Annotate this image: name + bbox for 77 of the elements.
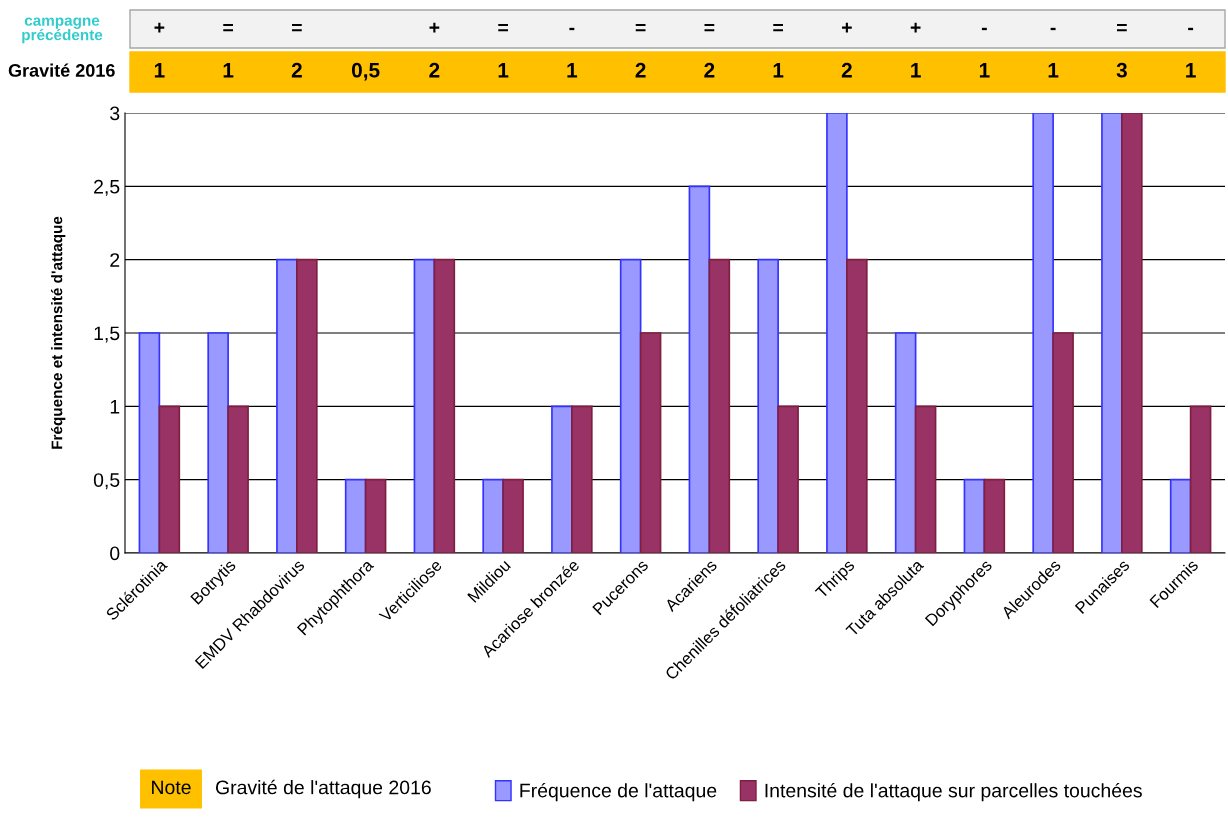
bar: [571, 405, 593, 553]
bar: [296, 258, 318, 553]
bar: [846, 258, 868, 553]
bar: [777, 405, 799, 553]
text: =: [773, 23, 783, 32]
text: +: [910, 22, 921, 33]
bar: [1121, 113, 1143, 553]
bar: [963, 478, 986, 553]
bar: [757, 258, 779, 553]
text: 1: [1048, 63, 1059, 78]
text: 1: [223, 63, 234, 78]
bar: [708, 258, 731, 553]
legend-label: Intensité de l'attaque sur parcelles touchées: [765, 782, 1142, 802]
bar: [688, 185, 711, 553]
y-tick-label: 2,5: [94, 179, 120, 196]
text: =: [498, 23, 508, 32]
text: -: [1188, 27, 1194, 31]
bar: [482, 478, 504, 553]
bar: [276, 258, 298, 553]
bar: [1101, 113, 1123, 553]
bar: [227, 405, 249, 553]
bar: [826, 113, 848, 553]
text: Note: [152, 780, 191, 795]
text: 2: [429, 62, 440, 78]
y-tick-label: 1: [110, 400, 120, 414]
bar: [364, 478, 387, 553]
text: 2: [704, 62, 715, 78]
bar: [1189, 405, 1212, 553]
text: +: [842, 22, 852, 33]
text: 3: [1116, 62, 1127, 78]
bar: [502, 478, 524, 553]
bar: [138, 332, 161, 553]
y-tick-label: 3: [110, 106, 120, 121]
text: =: [635, 23, 646, 32]
text: =: [292, 23, 302, 32]
bar: [1032, 113, 1054, 553]
bar: [207, 332, 229, 553]
bar: [983, 478, 1006, 553]
y-axis-title: Fréquence et intensité d'attaque: [50, 216, 66, 449]
bar: [914, 405, 937, 553]
text: -: [981, 27, 987, 31]
text: 1: [498, 63, 509, 78]
bar: [894, 332, 917, 553]
text: Gravité de l'attaque 2016: [215, 779, 431, 799]
text: +: [154, 22, 165, 33]
bar: [344, 478, 367, 553]
text: 2: [291, 62, 302, 78]
bar: [1052, 332, 1074, 553]
text: 1: [567, 63, 578, 78]
text: 2: [841, 62, 852, 78]
bar: [433, 258, 456, 553]
y-tick-label: 0,5: [93, 473, 120, 490]
text: =: [1117, 23, 1127, 32]
bar: [158, 405, 181, 553]
text: campagne précédente: [22, 17, 103, 44]
text: =: [223, 23, 233, 32]
y-tick-label: 1,5: [94, 326, 120, 343]
text: 1: [773, 63, 784, 78]
text: 1: [979, 63, 990, 78]
bar: [639, 332, 662, 553]
text: -: [1050, 27, 1056, 31]
text: -: [569, 27, 575, 31]
legend-label: Fréquence de l'attaque: [520, 782, 717, 802]
y-tick-label: 0: [110, 546, 120, 561]
text: 1: [911, 63, 921, 78]
bar: [1169, 478, 1192, 553]
bar: [619, 258, 642, 553]
text: =: [704, 23, 715, 32]
text: Gravité 2016: [8, 63, 115, 77]
bar: [551, 405, 573, 553]
text: 0,5: [351, 62, 380, 81]
text: 1: [154, 63, 165, 78]
bar: [413, 258, 436, 553]
y-tick-label: 2: [110, 253, 120, 267]
text: +: [429, 22, 440, 33]
text: 1: [1186, 63, 1196, 78]
text: 2: [635, 62, 646, 78]
